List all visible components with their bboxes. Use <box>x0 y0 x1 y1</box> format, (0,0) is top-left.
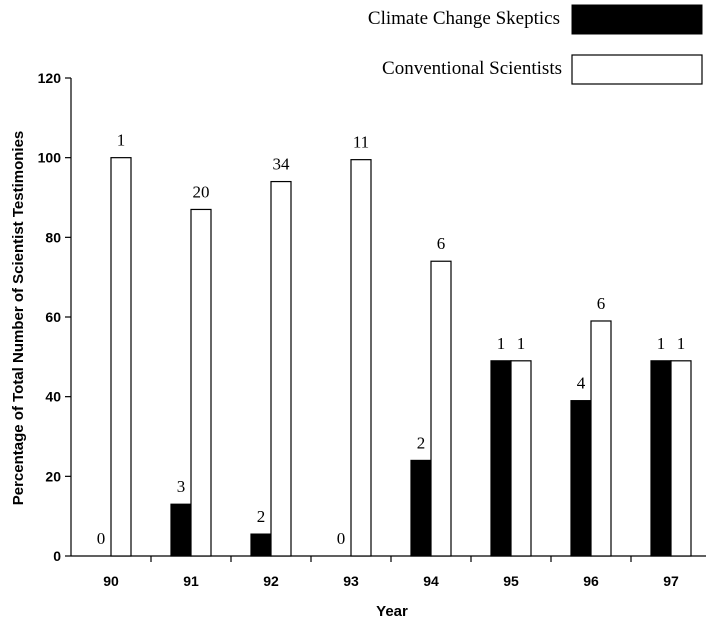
bar-conventional <box>350 159 372 557</box>
legend: Climate Change Skeptics Conventional Sci… <box>368 4 703 85</box>
y-tick-label: 40 <box>45 389 61 405</box>
bar-skeptics <box>650 360 672 557</box>
y-tick-label: 20 <box>45 468 61 484</box>
bar-skeptics <box>490 360 512 557</box>
legend-label-skeptics: Climate Change Skeptics <box>368 8 560 29</box>
data-label-skeptics: 4 <box>577 374 586 393</box>
data-label-conventional: 1 <box>117 131 126 150</box>
y-tick-label: 0 <box>53 548 61 564</box>
data-label-skeptics: 1 <box>497 334 506 353</box>
data-label-skeptics: 0 <box>337 529 346 548</box>
x-tick-label: 97 <box>663 573 679 589</box>
bar-conventional <box>670 360 692 557</box>
bar-conventional <box>510 360 532 557</box>
plot-area: 0204060801001209001913209223493011942695… <box>38 70 706 589</box>
data-label-conventional: 11 <box>353 133 369 152</box>
bar-skeptics <box>170 503 192 557</box>
bar-conventional <box>270 180 292 557</box>
x-tick-label: 90 <box>103 573 119 589</box>
bar-conventional <box>590 320 612 557</box>
x-tick-label: 91 <box>183 573 199 589</box>
bar-skeptics <box>570 400 592 557</box>
data-label-skeptics: 1 <box>657 334 666 353</box>
bar-conventional <box>190 208 212 557</box>
x-axis-label: Year <box>376 603 408 620</box>
y-tick-label: 100 <box>38 150 62 166</box>
legend-label-conventional: Conventional Scientists <box>382 58 562 79</box>
bar-skeptics <box>410 459 432 557</box>
data-label-conventional: 6 <box>437 234 446 253</box>
x-tick-label: 94 <box>423 573 439 589</box>
x-tick-label: 96 <box>583 573 599 589</box>
y-tick-label: 60 <box>45 309 61 325</box>
bar-conventional <box>430 260 452 557</box>
data-label-conventional: 20 <box>193 182 210 201</box>
x-tick-label: 92 <box>263 573 279 589</box>
y-tick-label: 80 <box>45 229 61 245</box>
bar-skeptics <box>250 533 272 557</box>
x-tick-label: 95 <box>503 573 519 589</box>
data-label-skeptics: 2 <box>257 507 266 526</box>
y-tick-label: 120 <box>38 70 62 86</box>
y-axis-label: Percentage of Total Number of Scientist … <box>10 131 27 506</box>
data-label-skeptics: 3 <box>177 477 186 496</box>
bar-conventional <box>110 157 132 557</box>
data-label-conventional: 1 <box>517 334 526 353</box>
data-label-skeptics: 2 <box>417 433 426 452</box>
legend-swatch-conventional <box>571 54 703 85</box>
data-label-conventional: 34 <box>273 155 291 174</box>
data-label-skeptics: 0 <box>97 529 106 548</box>
data-label-conventional: 1 <box>677 334 686 353</box>
data-label-conventional: 6 <box>597 294 606 313</box>
legend-swatch-skeptics <box>571 4 703 35</box>
x-tick-label: 93 <box>343 573 359 589</box>
